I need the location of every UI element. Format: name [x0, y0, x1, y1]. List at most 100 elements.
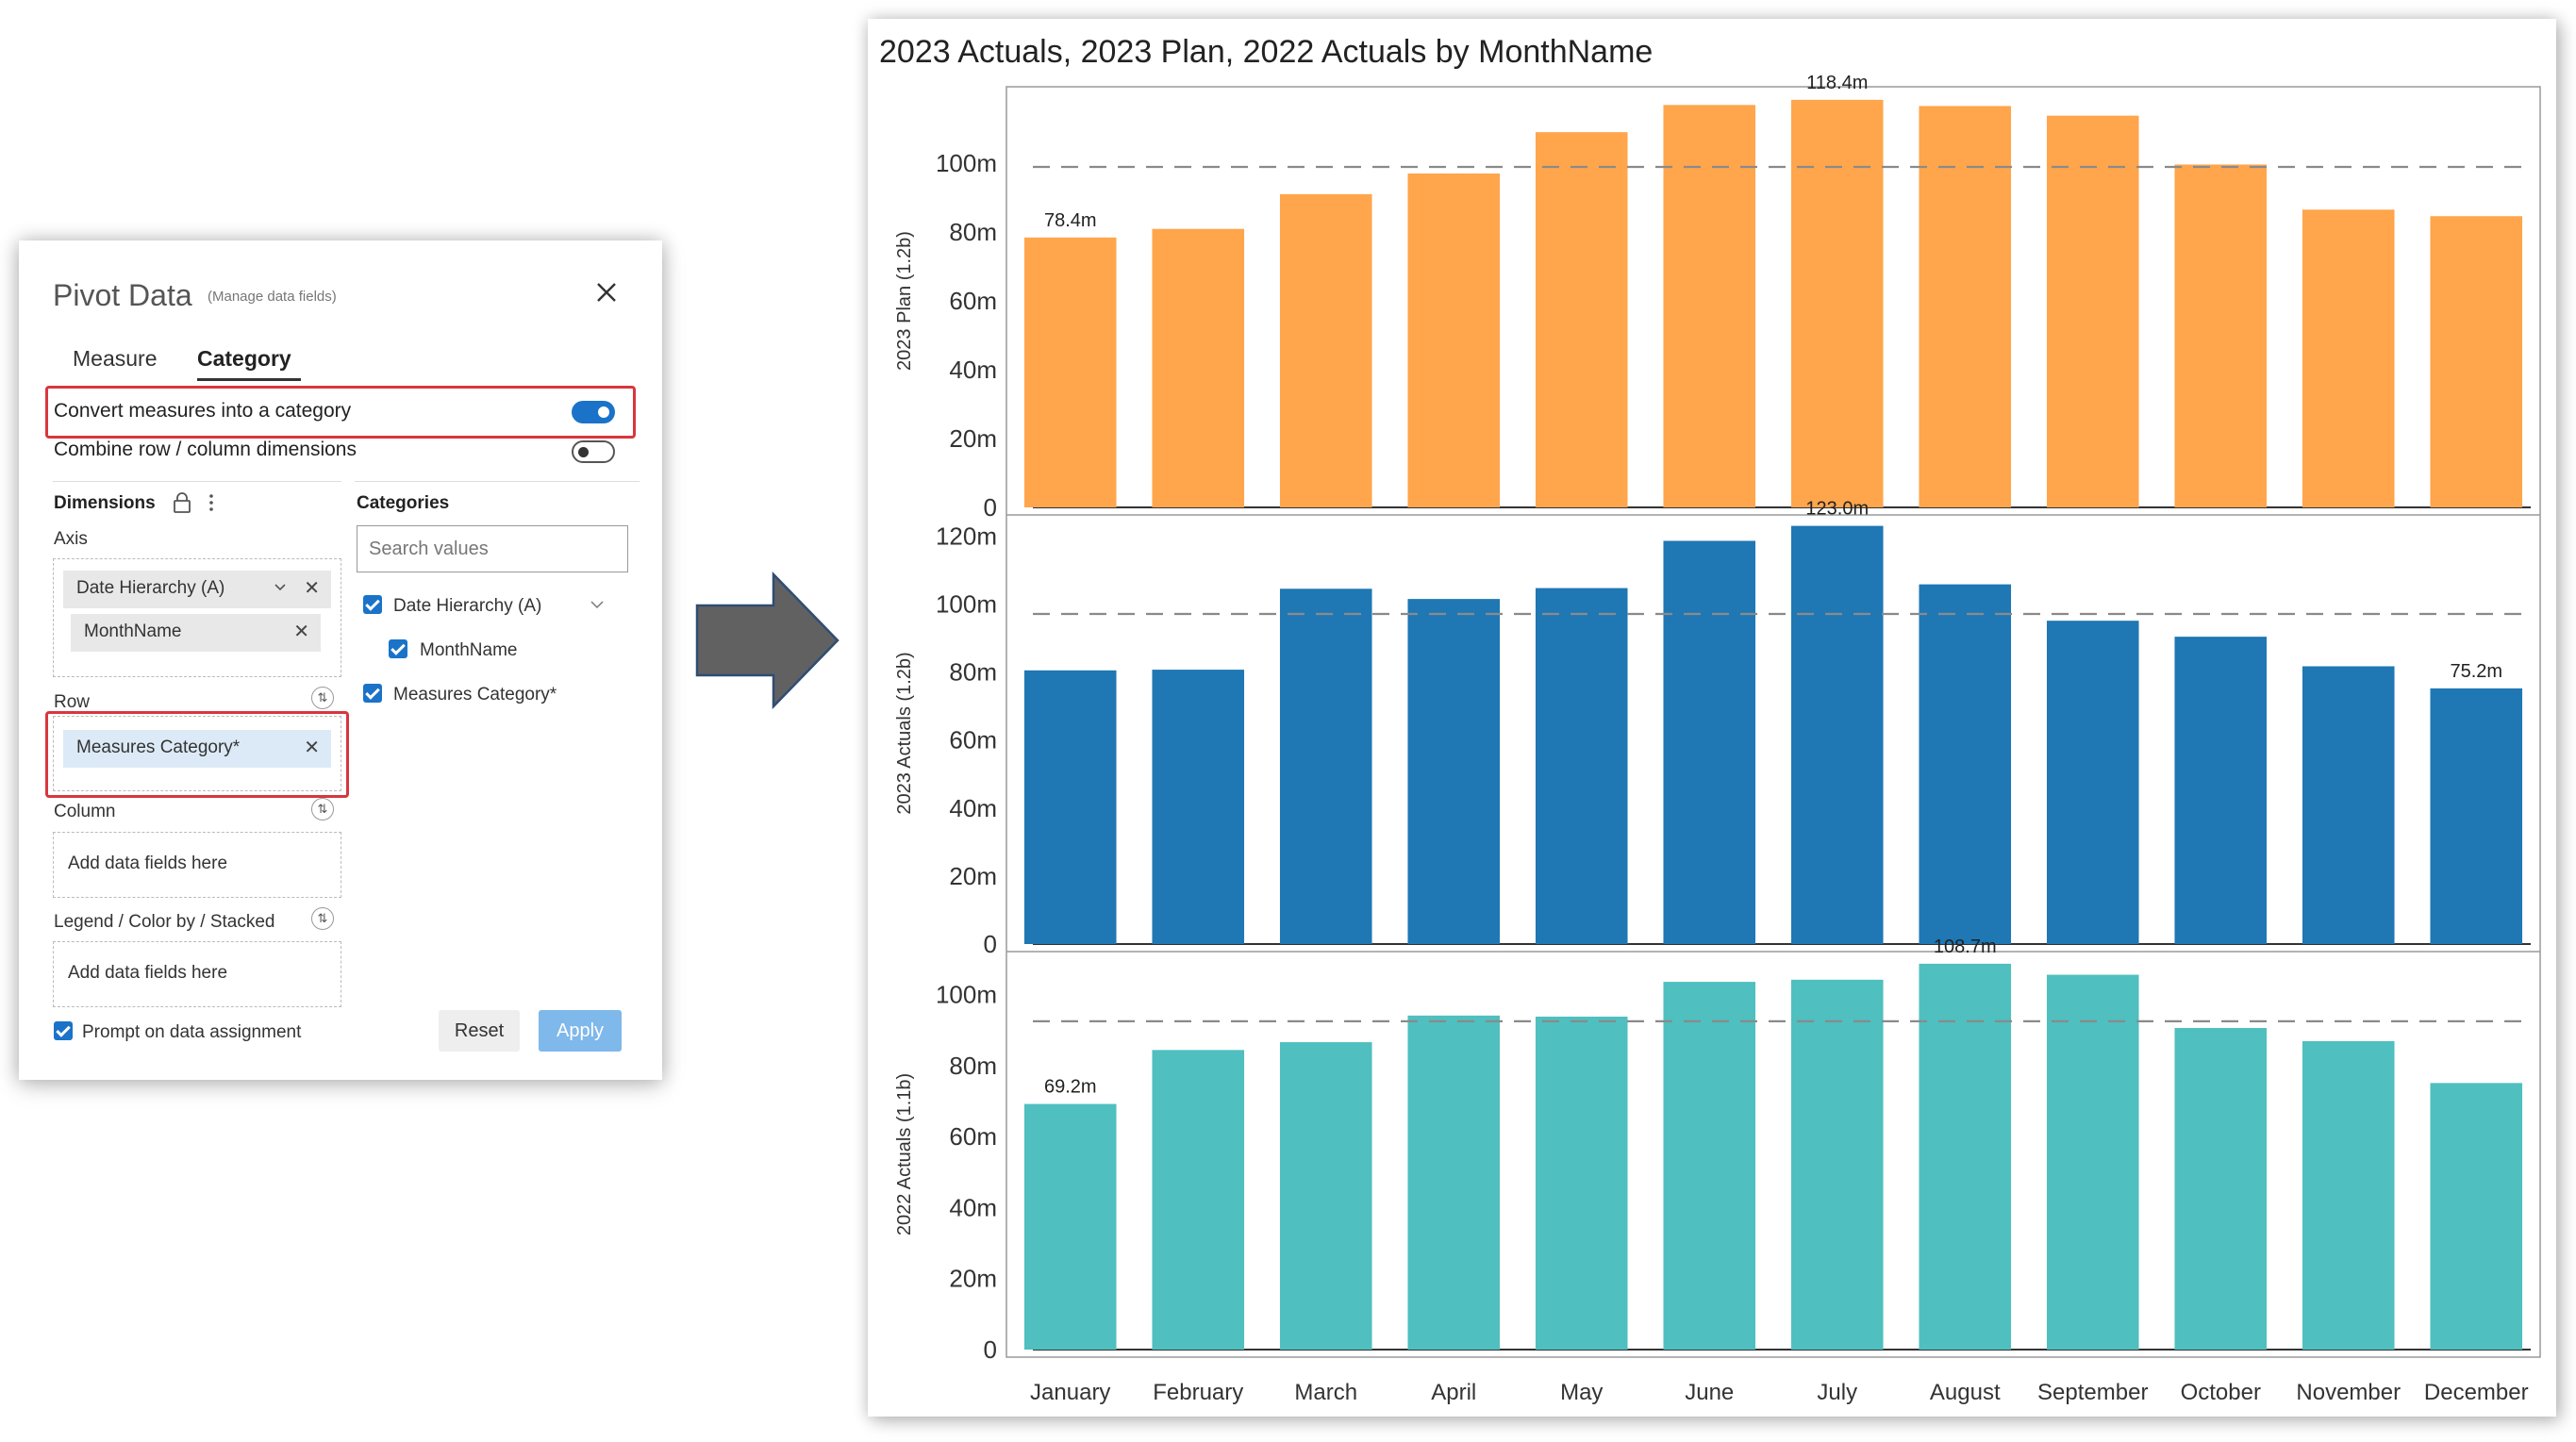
category-checkbox-monthname[interactable]: [389, 639, 407, 658]
chip-label: Date Hierarchy (A): [76, 578, 225, 598]
axis-chip-monthname[interactable]: MonthName ✕: [71, 614, 321, 652]
swap-icon[interactable]: ⇅: [311, 687, 334, 709]
remove-chip-icon[interactable]: ✕: [304, 738, 320, 758]
legend-placeholder: Add data fields here: [68, 963, 228, 983]
bar: [2046, 974, 2139, 1350]
prompt-label: Prompt on data assignment: [82, 1022, 302, 1042]
bar: [2302, 666, 2395, 944]
data-label: 123.0m: [1805, 499, 1869, 520]
x-tick-label: May: [1560, 1380, 1603, 1405]
bar: [1152, 1050, 1245, 1350]
divider-right: [355, 481, 640, 482]
x-tick-label: August: [1930, 1380, 2001, 1405]
close-icon[interactable]: [590, 276, 623, 308]
chip-label: Measures Category*: [76, 738, 241, 757]
row-highlight-box: [45, 711, 349, 798]
bar: [2430, 1083, 2523, 1350]
search-placeholder: Search values: [369, 539, 489, 559]
more-options-icon[interactable]: [206, 491, 217, 514]
data-label: 108.7m: [1934, 936, 1997, 957]
bar: [1919, 963, 2012, 1350]
x-tick-label: April: [1431, 1380, 1476, 1405]
category-checkbox-date-hierarchy[interactable]: [363, 595, 382, 614]
y-tick-label: 20m: [949, 424, 997, 453]
legend-drop-zone[interactable]: Add data fields here: [53, 941, 341, 1007]
remove-chip-icon[interactable]: ✕: [293, 622, 309, 642]
data-label: 78.4m: [1044, 210, 1097, 231]
x-tick-label: November: [2296, 1380, 2401, 1405]
bar: [1407, 173, 1501, 507]
category-label: MonthName: [420, 640, 518, 660]
bar: [1919, 584, 2012, 944]
y-tick-label: 100m: [936, 149, 997, 177]
bar: [1407, 1015, 1501, 1350]
reset-button[interactable]: Reset: [439, 1010, 520, 1052]
swap-icon[interactable]: ⇅: [311, 907, 334, 930]
bar: [1279, 588, 1372, 944]
y-tick-label: 40m: [949, 1193, 997, 1221]
y-tick-label: 60m: [949, 726, 997, 754]
bar: [2430, 216, 2523, 507]
bar: [1152, 228, 1245, 507]
divider-left: [53, 481, 341, 482]
y-tick-label: 80m: [949, 658, 997, 687]
convert-measures-toggle[interactable]: [572, 401, 615, 423]
x-tick-label: February: [1153, 1380, 1243, 1405]
tab-measure[interactable]: Measure: [73, 346, 158, 371]
y-tick-label: 40m: [949, 794, 997, 822]
y-tick-label: 60m: [949, 287, 997, 315]
bar: [2430, 688, 2523, 944]
bar: [1919, 106, 2012, 507]
bar: [1535, 588, 1628, 944]
chevron-down-icon[interactable]: [273, 574, 288, 601]
y-tick-label: 100m: [936, 981, 997, 1009]
search-values-input[interactable]: Search values: [357, 525, 628, 572]
x-tick-label: September: [2037, 1380, 2148, 1405]
remove-chip-icon[interactable]: ✕: [304, 578, 320, 599]
bar: [1152, 670, 1245, 944]
y-tick-label: 40m: [949, 356, 997, 384]
chart-panel: 2023 Actuals, 2023 Plan, 2022 Actuals by…: [868, 19, 2556, 1417]
convert-highlight-box: [45, 386, 636, 439]
axis-chip-date-hierarchy[interactable]: Date Hierarchy (A) ✕: [63, 571, 331, 608]
y-tick-label: 20m: [949, 862, 997, 890]
row-chip-measures-category[interactable]: Measures Category* ✕: [63, 730, 331, 768]
bar: [1663, 982, 1756, 1350]
combine-dimensions-toggle[interactable]: [572, 440, 615, 463]
bar: [1023, 670, 1117, 944]
chevron-down-icon[interactable]: [589, 596, 606, 613]
tab-category[interactable]: Category: [197, 346, 291, 371]
bar: [1023, 1103, 1117, 1350]
y-axis-label: 2023 Actuals (1.2b): [894, 652, 915, 814]
data-label: 118.4m: [1806, 73, 1868, 93]
bar-chart: 0 20m 40m 60m 80m 100m 2023 Plan (1.2b) 78.4m 11…: [894, 73, 2541, 1405]
y-tick-label: 120m: [936, 522, 997, 550]
bar: [1790, 525, 1884, 944]
apply-button[interactable]: Apply: [539, 1010, 622, 1052]
bar: [2302, 209, 2395, 507]
categories-heading: Categories: [357, 493, 450, 513]
bar: [1535, 1016, 1628, 1350]
dialog-subtitle: (Manage data fields): [208, 289, 337, 305]
lock-icon[interactable]: [172, 491, 192, 514]
x-tick-label: January: [1030, 1380, 1110, 1405]
axis-label: Axis: [54, 529, 88, 549]
axis-drop-zone[interactable]: [53, 558, 341, 677]
prompt-checkbox[interactable]: [54, 1021, 73, 1040]
x-tick-label: March: [1294, 1380, 1357, 1405]
column-label: Column: [54, 802, 116, 821]
y-tick-label: 0: [984, 930, 997, 958]
column-drop-zone[interactable]: Add data fields here: [53, 832, 341, 898]
combine-dimensions-label: Combine row / column dimensions: [54, 439, 357, 460]
swap-icon[interactable]: ⇅: [311, 798, 334, 820]
bar: [1535, 132, 1628, 507]
category-checkbox-measures-category[interactable]: [363, 684, 382, 703]
bar: [2046, 115, 2139, 507]
row-drop-zone[interactable]: [53, 716, 341, 791]
bar: [1023, 237, 1117, 507]
bar: [1663, 540, 1756, 944]
category-label: Measures Category*: [393, 685, 557, 704]
plot-frame: [1005, 86, 2541, 1358]
y-axis-label: 2022 Actuals (1.1b): [894, 1073, 915, 1235]
data-label: 69.2m: [1044, 1077, 1097, 1098]
